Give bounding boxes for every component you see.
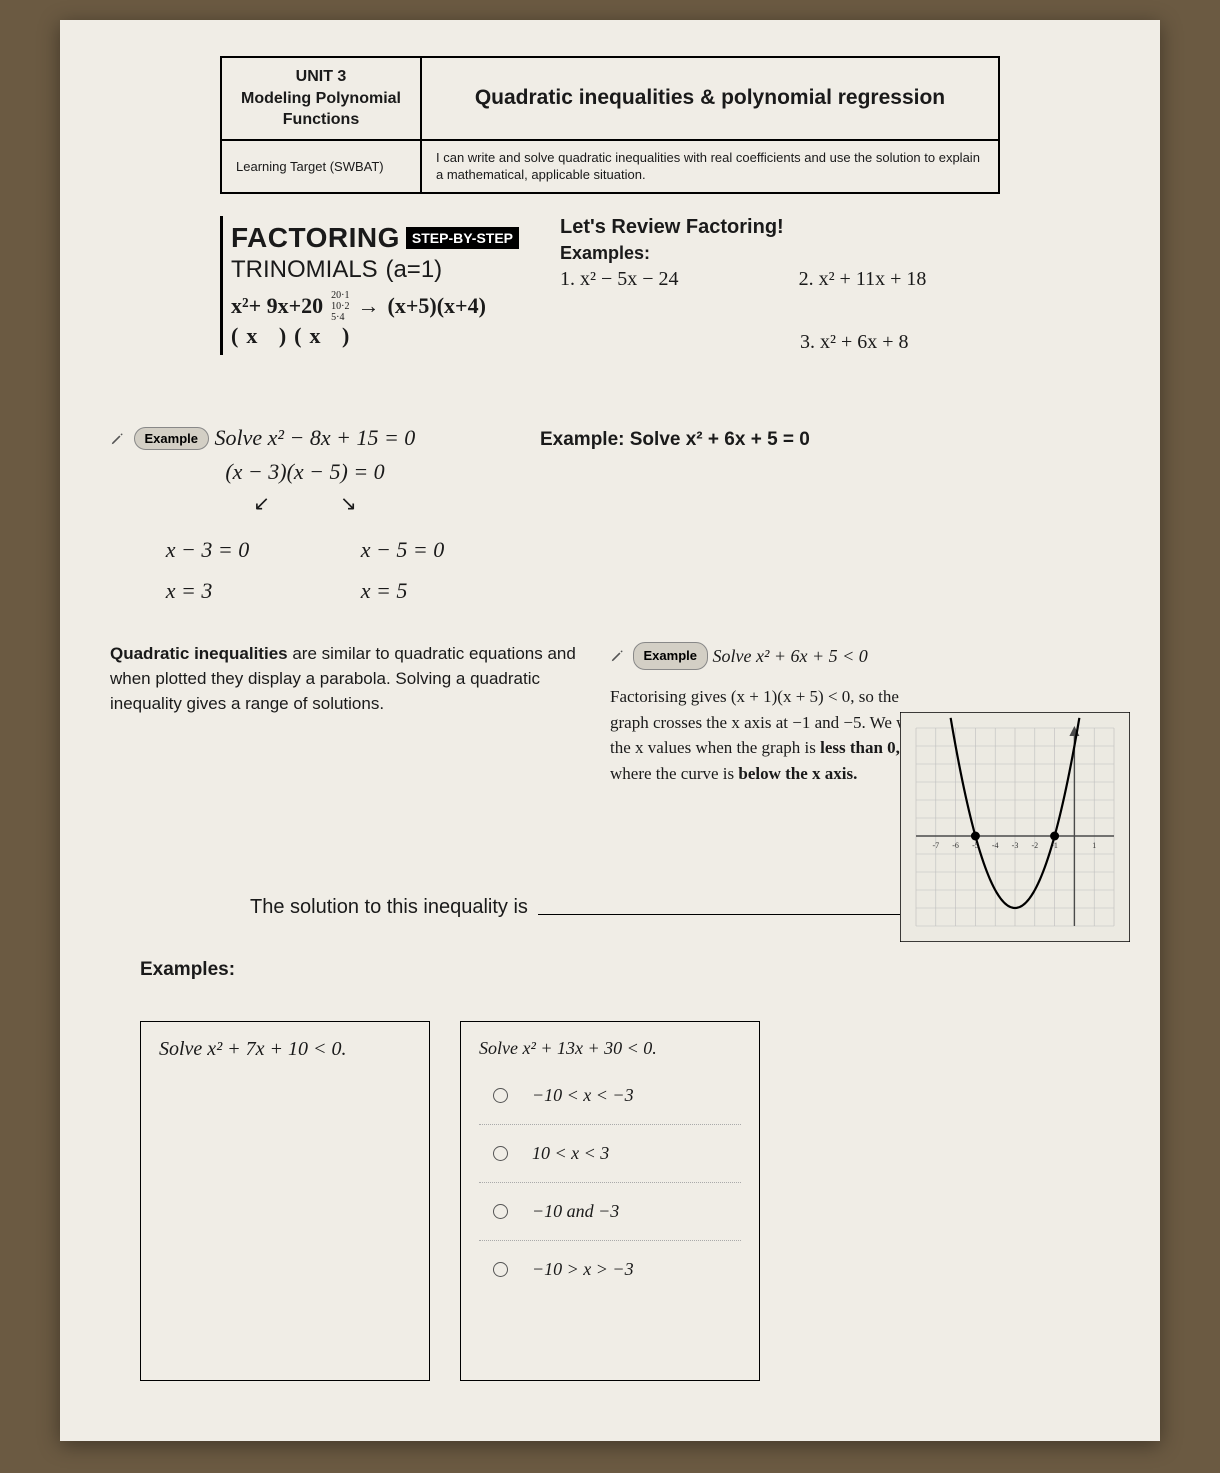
factoring-word: FACTORING bbox=[231, 222, 400, 254]
example-box-right: Solve x² + 13x + 30 < 0. −10 < x < −3 10… bbox=[460, 1021, 760, 1381]
parabola-graph: -7-6-5-4-3-2-11 bbox=[900, 712, 1130, 950]
review-item-2: 2. x² + 11x + 18 bbox=[799, 268, 927, 291]
learning-target-label: Learning Target (SWBAT) bbox=[221, 140, 421, 193]
svg-text:-3: -3 bbox=[1012, 841, 1019, 850]
learning-target-text: I can write and solve quadratic inequali… bbox=[421, 140, 999, 193]
fc-blank-product: (x )(x ) bbox=[231, 323, 530, 349]
option-1-text: −10 < x < −3 bbox=[532, 1085, 634, 1106]
ineq-body-bold2: below the x axis. bbox=[738, 764, 857, 783]
box-left-prompt: Solve x² + 7x + 10 < 0. bbox=[159, 1038, 411, 1061]
option-3[interactable]: −10 and −3 bbox=[479, 1183, 741, 1241]
option-3-text: −10 and −3 bbox=[532, 1201, 619, 1222]
example-right-label: Example: Solve x² + 6x + 5 = 0 bbox=[540, 429, 810, 450]
header-topic: Quadratic inequalities & polynomial regr… bbox=[421, 57, 999, 140]
option-4[interactable]: −10 > x > −3 bbox=[479, 1241, 741, 1298]
unit-title-1: Modeling Polynomial bbox=[236, 88, 406, 110]
factoring-card: FACTORING STEP-BY-STEP TRINOMIALS (a=1) … bbox=[220, 216, 530, 355]
fc-factor-list: 20·1 10·2 5·4 bbox=[331, 290, 349, 323]
fc-f1: 20·1 bbox=[331, 290, 349, 301]
pencil-icon-2 bbox=[610, 644, 624, 658]
fc-arrow-icon: → bbox=[358, 293, 380, 319]
ineq-body-bold: less than 0, bbox=[820, 738, 900, 757]
inequality-definition: Quadratic inequalities are similar to qu… bbox=[110, 642, 580, 786]
unit-number: UNIT 3 bbox=[236, 66, 406, 88]
radio-icon[interactable] bbox=[493, 1088, 508, 1103]
review-item-1: 1. x² − 5x − 24 bbox=[560, 268, 679, 291]
svg-text:-7: -7 bbox=[932, 841, 939, 850]
fc-f3: 5·4 bbox=[331, 312, 344, 323]
radio-icon[interactable] bbox=[493, 1204, 508, 1219]
trinomials-a1: (a=1) bbox=[385, 256, 442, 283]
ineq-prompt: Solve x² + 6x + 5 < 0 bbox=[712, 646, 867, 666]
example-left-prompt: Solve x² − 8x + 15 = 0 bbox=[214, 425, 415, 450]
option-1[interactable]: −10 < x < −3 bbox=[479, 1067, 741, 1125]
examples-heading: Examples: bbox=[140, 959, 1110, 981]
step-by-step-badge: STEP-BY-STEP bbox=[406, 227, 519, 249]
option-4-text: −10 > x > −3 bbox=[532, 1259, 634, 1280]
review-title: Let's Review Factoring! bbox=[560, 216, 1110, 239]
arrow-right-icon: ↘ bbox=[340, 485, 357, 523]
ex-col1-l2: x = 3 bbox=[166, 570, 249, 612]
fc-f2: 10·2 bbox=[331, 301, 349, 312]
option-2-text: 10 < x < 3 bbox=[532, 1143, 609, 1164]
example-box-left: Solve x² + 7x + 10 < 0. bbox=[140, 1021, 430, 1381]
example-badge-2: Example bbox=[633, 642, 708, 670]
worksheet-page: UNIT 3 Modeling Polynomial Functions Qua… bbox=[60, 20, 1160, 1441]
review-item-3: 3. x² + 6x + 8 bbox=[800, 331, 1110, 354]
solution-blank[interactable] bbox=[538, 914, 938, 915]
pencil-icon bbox=[110, 426, 124, 440]
review-column: Let's Review Factoring! Examples: 1. x² … bbox=[530, 216, 1110, 355]
box-right-prompt: Solve x² + 13x + 30 < 0. bbox=[479, 1038, 741, 1059]
header-table: UNIT 3 Modeling Polynomial Functions Qua… bbox=[220, 56, 1000, 194]
trinomials-word: TRINOMIALS bbox=[231, 256, 378, 283]
ex-col2-l2: x = 5 bbox=[361, 570, 444, 612]
fc-eq-right: (x+5)(x+4) bbox=[388, 293, 486, 319]
svg-text:-6: -6 bbox=[952, 841, 959, 850]
solution-label: The solution to this inequality is bbox=[250, 896, 528, 918]
inequality-example: Example Solve x² + 6x + 5 < 0 Factorisin… bbox=[610, 642, 1110, 786]
option-2[interactable]: 10 < x < 3 bbox=[479, 1125, 741, 1183]
radio-icon[interactable] bbox=[493, 1262, 508, 1277]
svg-text:-4: -4 bbox=[992, 841, 999, 850]
svg-text:-2: -2 bbox=[1031, 841, 1038, 850]
example-right: Example: Solve x² + 6x + 5 = 0 bbox=[540, 425, 1110, 612]
arrow-left-icon: ↙ bbox=[253, 485, 270, 523]
example-badge: Example bbox=[134, 427, 209, 450]
unit-title-2: Functions bbox=[236, 109, 406, 131]
svg-text:1: 1 bbox=[1092, 841, 1096, 850]
ex-col2-l1: x − 5 = 0 bbox=[361, 529, 444, 571]
radio-icon[interactable] bbox=[493, 1146, 508, 1161]
ex-col1-l1: x − 3 = 0 bbox=[166, 529, 249, 571]
example-left: Example Solve x² − 8x + 15 = 0 (x − 3)(x… bbox=[110, 425, 500, 612]
review-subtitle: Examples: bbox=[560, 243, 1110, 264]
fc-eq-left: x²+ 9x+20 bbox=[231, 293, 323, 319]
ineq-body: Factorising gives (x + 1)(x + 5) < 0, so… bbox=[610, 684, 930, 786]
header-unit-cell: UNIT 3 Modeling Polynomial Functions bbox=[221, 57, 421, 140]
